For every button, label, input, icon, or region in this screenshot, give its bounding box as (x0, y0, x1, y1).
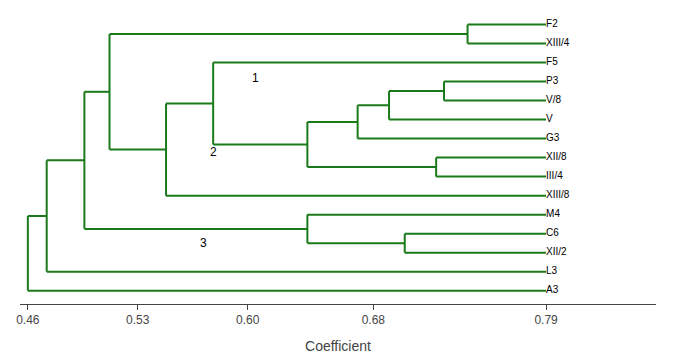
svg-text:0.53: 0.53 (126, 313, 150, 327)
svg-text:C6: C6 (546, 227, 559, 238)
svg-text:P3: P3 (546, 75, 559, 86)
svg-text:XIII/4: XIII/4 (546, 37, 570, 48)
svg-text:M4: M4 (546, 208, 560, 219)
svg-text:F5: F5 (546, 56, 558, 67)
svg-text:A3: A3 (546, 284, 559, 295)
svg-text:0.46: 0.46 (16, 313, 40, 327)
svg-text:L3: L3 (546, 265, 558, 276)
svg-text:XII/8: XII/8 (546, 151, 567, 162)
svg-text:1: 1 (252, 71, 259, 85)
svg-text:V: V (546, 113, 553, 124)
svg-text:0.79: 0.79 (534, 313, 558, 327)
svg-text:Coefficient: Coefficient (305, 338, 371, 354)
svg-text:XIII/8: XIII/8 (546, 189, 570, 200)
svg-text:3: 3 (200, 236, 207, 250)
svg-text:G3: G3 (546, 132, 560, 143)
svg-text:2: 2 (210, 145, 217, 159)
svg-text:XII/2: XII/2 (546, 246, 567, 257)
svg-text:F2: F2 (546, 18, 558, 29)
svg-text:0.68: 0.68 (362, 313, 386, 327)
svg-text:V/8: V/8 (546, 94, 561, 105)
svg-text:0.60: 0.60 (236, 313, 260, 327)
svg-text:III/4: III/4 (546, 170, 563, 181)
